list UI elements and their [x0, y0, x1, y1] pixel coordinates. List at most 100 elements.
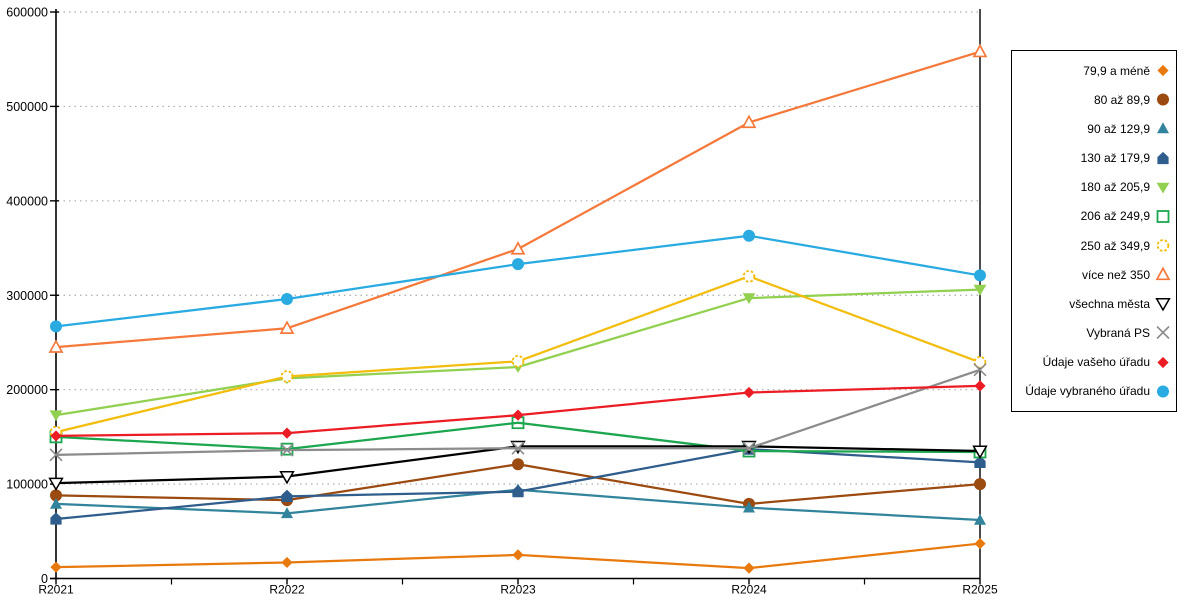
data-point-vybran-ps-r2022	[280, 443, 294, 457]
legend-marker-130-a-179-9-icon	[1157, 151, 1169, 164]
data-point-90-a-129-9-r2025	[974, 513, 986, 525]
y-axis-label-100000: 100000	[6, 478, 48, 492]
data-point-daje-vybran-ho-adu-r2023	[512, 258, 524, 271]
data-point-daje-vybran-ho-adu-r2025	[974, 269, 986, 282]
data-point-daje-va-eho-adu-r2023	[512, 409, 524, 421]
legend-marker-glyph-206-a-249-9	[1156, 209, 1170, 223]
data-point-79-9-a-m-n-r2021	[50, 561, 62, 573]
legend-marker-glyph-180-a-205-9	[1156, 182, 1170, 194]
data-point-180-a-205-9-r2025	[973, 284, 987, 296]
data-point-vybran-ps-r2025	[973, 363, 987, 377]
legend-item-79-9-a-m-n: 79,9 a méně	[1012, 60, 1171, 82]
data-point-79-9-a-m-n-r2022	[281, 556, 293, 569]
series-line-206-a-249-9	[54, 421, 982, 454]
data-point-79-9-a-m-n-r2025	[974, 537, 986, 550]
data-point-v-echna-m-sta-r2021	[48, 477, 64, 492]
legend-marker-vybran-ps-icon	[1156, 326, 1170, 340]
y-axis-label-300000: 300000	[6, 289, 48, 303]
legend-marker-v-echna-m-sta-icon	[1155, 298, 1171, 312]
legend-marker-glyph-130-a-179-9	[1157, 151, 1169, 164]
legend-label-daje-va-eho-adu: Údaje vašeho úřadu	[1042, 355, 1150, 370]
data-point-daje-va-eho-adu-r2024	[743, 386, 755, 399]
data-point-180-a-205-9-r2021	[49, 410, 63, 422]
data-point-80-a-89-9-r2025	[974, 478, 986, 491]
series-line-v-ce-ne-350	[54, 50, 982, 349]
legend-marker-206-a-249-9-icon	[1156, 209, 1170, 223]
legend-marker-daje-vybran-ho-adu-icon	[1157, 385, 1169, 398]
data-point-vybran-ps-r2021	[49, 448, 63, 462]
legend-marker-glyph-90-a-129-9	[1157, 122, 1169, 134]
legend-marker-glyph-79-9-a-m-n	[1157, 64, 1169, 77]
legend-marker-glyph-80-a-89-9	[1157, 93, 1169, 106]
data-point-vybran-ps-r2023	[511, 441, 525, 455]
data-point-250-a-349-9-r2024	[742, 270, 756, 283]
y-axis-label-200000: 200000	[6, 383, 48, 397]
data-point-v-ce-ne-350-r2025	[972, 43, 988, 58]
data-point-90-a-129-9-r2024	[743, 501, 755, 513]
legend-item-130-a-179-9: 130 až 179,9	[1012, 147, 1171, 169]
data-point-130-a-179-9-r2023	[512, 485, 524, 498]
legend-item-v-echna-m-sta: všechna města	[1012, 293, 1171, 315]
legend-marker-glyph-250-a-349-9	[1156, 239, 1170, 252]
legend-marker-glyph-v-echna-m-sta	[1155, 298, 1171, 312]
y-axis-label-600000: 600000	[6, 6, 48, 20]
legend-item-daje-va-eho-adu: Údaje vašeho úřadu	[1012, 351, 1171, 373]
data-point-80-a-89-9-r2023	[512, 458, 524, 471]
data-point-v-ce-ne-350-r2024	[741, 114, 757, 129]
legend-item-v-ce-ne-350: více než 350	[1012, 264, 1171, 286]
data-point-daje-vybran-ho-adu-r2021	[50, 320, 62, 333]
data-point-daje-va-eho-adu-r2025	[974, 380, 986, 392]
legend-marker-250-a-349-9-icon	[1156, 239, 1170, 252]
legend-label-v-ce-ne-350: více než 350	[1081, 267, 1150, 282]
data-point-130-a-179-9-r2022	[281, 489, 293, 502]
series-line-250-a-349-9	[54, 275, 982, 434]
data-point-79-9-a-m-n-r2023	[512, 549, 524, 561]
data-point-250-a-349-9-r2023	[511, 354, 525, 368]
series-line-180-a-205-9	[54, 288, 982, 417]
y-axis-label-500000: 500000	[6, 100, 48, 114]
data-point-vybran-ps-r2024	[742, 441, 756, 455]
y-axis-label-400000: 400000	[6, 194, 48, 208]
data-point-130-a-179-9-r2021	[50, 512, 62, 525]
data-point-daje-vybran-ho-adu-r2022	[281, 293, 293, 306]
x-axis-label-r2023: R2023	[500, 583, 536, 597]
data-point-v-echna-m-sta-r2022	[279, 470, 295, 485]
legend-marker-glyph-v-ce-ne-350	[1155, 266, 1171, 281]
series-v-ce-ne-350	[48, 43, 988, 353]
legend-box: 79,9 a méně 80 až 89,9 90 až 129,9 130 až 1…	[1011, 50, 1177, 412]
data-point-v-echna-m-sta-r2025	[972, 445, 988, 459]
data-point-130-a-179-9-r2025	[974, 455, 986, 468]
series-vybran-ps	[49, 363, 987, 462]
data-point-daje-va-eho-adu-r2022	[281, 427, 293, 439]
data-point-90-a-129-9-r2021	[50, 497, 62, 509]
data-point-80-a-89-9-r2021	[50, 489, 62, 502]
legend-label-v-echna-m-sta: všechna města	[1069, 296, 1150, 311]
legend-label-vybran-ps: Vybraná PS	[1086, 325, 1150, 340]
legend-item-250-a-349-9: 250 až 349,9	[1012, 235, 1171, 257]
legend-label-130-a-179-9: 130 až 179,9	[1080, 151, 1150, 166]
data-point-90-a-129-9-r2022	[281, 507, 293, 519]
y-axis-label-0: 0	[41, 572, 48, 586]
legend-item-180-a-205-9: 180 až 205,9	[1012, 176, 1171, 198]
data-point-v-ce-ne-350-r2022	[279, 320, 295, 334]
legend-marker-180-a-205-9-icon	[1156, 182, 1170, 194]
data-point-daje-vybran-ho-adu-r2024	[743, 229, 755, 242]
legend-marker-glyph-daje-va-eho-adu	[1157, 356, 1169, 368]
legend-label-180-a-205-9: 180 až 205,9	[1080, 180, 1150, 195]
legend-item-80-a-89-9: 80 až 89,9	[1012, 89, 1171, 111]
legend-label-79-9-a-m-n: 79,9 a méně	[1083, 63, 1150, 78]
data-point-daje-va-eho-adu-r2021	[50, 430, 62, 442]
legend-label-80-a-89-9: 80 až 89,9	[1093, 92, 1150, 107]
series-daje-vybran-ho-adu	[50, 229, 986, 333]
legend-item-vybran-ps: Vybraná PS	[1012, 322, 1171, 344]
data-point-250-a-349-9-r2025	[973, 355, 987, 369]
legend-marker-80-a-89-9-icon	[1157, 93, 1169, 106]
data-point-v-ce-ne-350-r2021	[48, 339, 64, 353]
series-79-9-a-m-n	[50, 537, 986, 574]
x-axis-label-r2025: R2025	[962, 583, 998, 597]
x-axis-label-r2021: R2021	[38, 583, 74, 597]
x-axis-label-r2024: R2024	[731, 583, 767, 597]
legend-marker-v-ce-ne-350-icon	[1155, 266, 1171, 281]
